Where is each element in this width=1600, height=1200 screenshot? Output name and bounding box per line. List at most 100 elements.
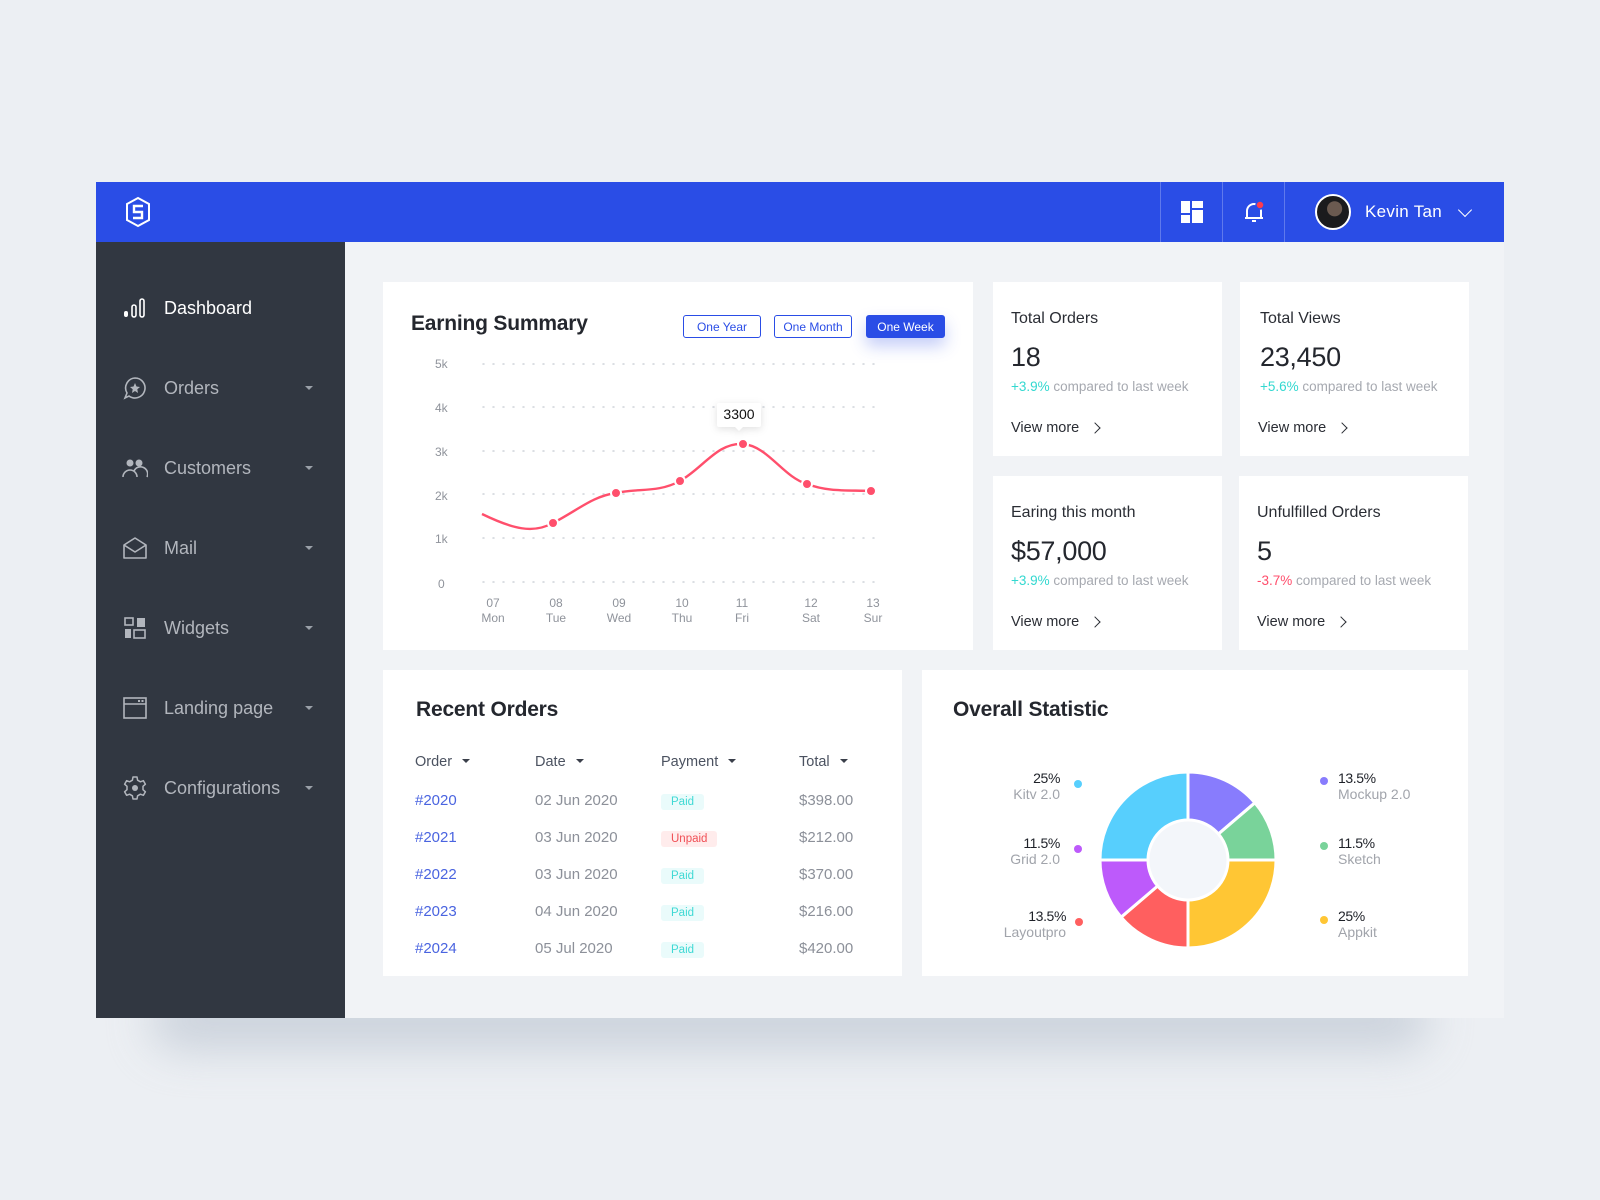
sidebar-item-label: Dashboard	[164, 297, 253, 318]
y-tick: 0	[438, 577, 445, 591]
range-one-week-button[interactable]: One Week	[866, 315, 945, 338]
caret-down-icon	[305, 786, 313, 790]
order-link[interactable]: #2021	[415, 829, 457, 846]
bar-chart-icon	[122, 295, 148, 321]
sidebar-item-orders[interactable]: Orders	[96, 363, 345, 413]
order-date: 04 Jun 2020	[535, 903, 618, 920]
caret-down-icon	[305, 546, 313, 550]
browser-window-icon	[122, 695, 148, 721]
legend-dot	[1074, 845, 1082, 853]
table-row: #2023 04 Jun 2020 Paid $216.00	[415, 893, 853, 930]
x-tick: 13 Sur	[863, 596, 883, 625]
table-row: #2020 02 Jun 2020 Paid $398.00	[415, 782, 853, 819]
legend-dot	[1320, 777, 1328, 785]
column-header-total[interactable]: Total	[799, 742, 853, 782]
widgets-icon	[122, 615, 148, 641]
order-link[interactable]: #2023	[415, 903, 457, 920]
sidebar-item-label: Mail	[164, 537, 198, 558]
caret-down-icon	[462, 759, 471, 763]
sidebar-item-landing-page[interactable]: Landing page	[96, 683, 345, 733]
dashboard-grid-icon	[1180, 201, 1203, 223]
legend-dot	[1320, 916, 1328, 924]
x-tick: 07 Mon	[481, 596, 505, 625]
stat-change: -3.7% compared to last week	[1257, 573, 1432, 588]
dashboard-app: Kevin Tan Dashboard Orders Customers	[96, 182, 1504, 1018]
legend-item: 13.5% Mockup 2.0	[1320, 770, 1448, 802]
y-tick: 1k	[435, 532, 448, 546]
caret-down-icon	[839, 759, 848, 763]
earning-summary-card: Earning Summary One Year One Month One W…	[383, 282, 973, 650]
legend-item: 13.5% Layoutpro	[966, 908, 1083, 940]
order-total: $370.00	[799, 866, 854, 883]
x-tick: 11 Fri	[735, 596, 749, 625]
order-link[interactable]: #2022	[415, 866, 457, 883]
card-title: Earning Summary	[411, 312, 588, 335]
chevron-right-icon	[1089, 616, 1101, 628]
view-more-link[interactable]: View more	[1011, 614, 1101, 630]
order-total: $398.00	[799, 792, 854, 809]
table-row: #2022 03 Jun 2020 Paid $370.00	[415, 856, 853, 893]
stat-change: +3.9% compared to last week	[1011, 379, 1189, 394]
range-one-year-button[interactable]: One Year	[683, 315, 761, 338]
order-link[interactable]: #2024	[415, 940, 457, 957]
sidebar-item-label: Landing page	[164, 697, 274, 718]
sidebar-item-configurations[interactable]: Configurations	[96, 763, 345, 813]
sidebar-item-label: Widgets	[164, 617, 230, 638]
brand-logo-icon[interactable]	[124, 196, 152, 228]
chevron-right-icon	[1335, 616, 1347, 628]
open-envelope-icon	[122, 535, 148, 561]
column-header-date[interactable]: Date	[535, 742, 661, 782]
user-name: Kevin Tan	[1365, 202, 1443, 221]
table-header-row: Order Date Payment Total	[415, 742, 853, 782]
order-link[interactable]: #2020	[415, 792, 457, 809]
column-header-payment[interactable]: Payment	[661, 742, 799, 782]
view-more-link[interactable]: View more	[1258, 420, 1348, 436]
notifications-button[interactable]	[1222, 182, 1284, 242]
gear-icon	[122, 775, 148, 801]
stat-value: 5	[1257, 536, 1272, 566]
stat-title: Total Views	[1260, 310, 1341, 327]
y-tick: 3k	[435, 445, 448, 459]
status-badge: Paid	[661, 904, 705, 921]
stat-card-total-orders: Total Orders 18 +3.9% compared to last w…	[993, 282, 1222, 456]
sidebar-item-mail[interactable]: Mail	[96, 523, 345, 573]
stat-value: 18	[1011, 342, 1041, 372]
order-date: 03 Jun 2020	[535, 829, 618, 846]
order-total: $216.00	[799, 903, 854, 920]
earning-line-chart	[481, 363, 884, 583]
legend-dot	[1074, 780, 1082, 788]
orders-table: Order Date Payment Total #2020 02 Jun 20…	[415, 742, 853, 967]
column-header-order[interactable]: Order	[415, 742, 535, 782]
caret-down-icon	[728, 759, 737, 763]
recent-orders-card: Recent Orders Order Date Payment Total #…	[383, 670, 902, 976]
range-one-month-button[interactable]: One Month	[774, 315, 852, 338]
legend-item: 25% Kitv 2.0	[960, 770, 1082, 802]
top-bar: Kevin Tan	[96, 182, 1504, 242]
sidebar-item-customers[interactable]: Customers	[96, 443, 345, 493]
table-row: #2021 03 Jun 2020 Unpaid $212.00	[415, 819, 853, 856]
chevron-right-icon	[1089, 422, 1101, 434]
chevron-down-icon	[1457, 202, 1473, 218]
stat-card-total-views: Total Views 23,450 +5.6% compared to las…	[1240, 282, 1469, 456]
stat-title: Earing this month	[1011, 504, 1136, 521]
bell-icon	[1244, 200, 1265, 222]
sidebar-item-widgets[interactable]: Widgets	[96, 603, 345, 653]
stat-value: $57,000	[1011, 536, 1107, 566]
view-more-link[interactable]: View more	[1257, 614, 1347, 630]
view-more-link[interactable]: View more	[1011, 420, 1101, 436]
caret-down-icon	[305, 706, 313, 710]
sidebar-item-dashboard[interactable]: Dashboard	[96, 283, 345, 333]
y-tick: 4k	[435, 401, 448, 415]
users-icon	[122, 455, 148, 481]
dashboard-grid-button[interactable]	[1160, 182, 1222, 242]
x-tick: 10 Thu	[671, 596, 693, 625]
sidebar-item-label: Configurations	[164, 777, 281, 798]
table-row: #2024 05 Jul 2020 Paid $420.00	[415, 930, 853, 967]
legend-dot	[1075, 918, 1083, 926]
caret-down-icon	[575, 759, 584, 763]
user-menu[interactable]: Kevin Tan	[1284, 182, 1504, 242]
y-tick: 5k	[435, 357, 448, 371]
card-title: Recent Orders	[416, 698, 559, 721]
status-badge: Paid	[661, 793, 705, 810]
x-tick: 09 Wed	[606, 596, 632, 625]
